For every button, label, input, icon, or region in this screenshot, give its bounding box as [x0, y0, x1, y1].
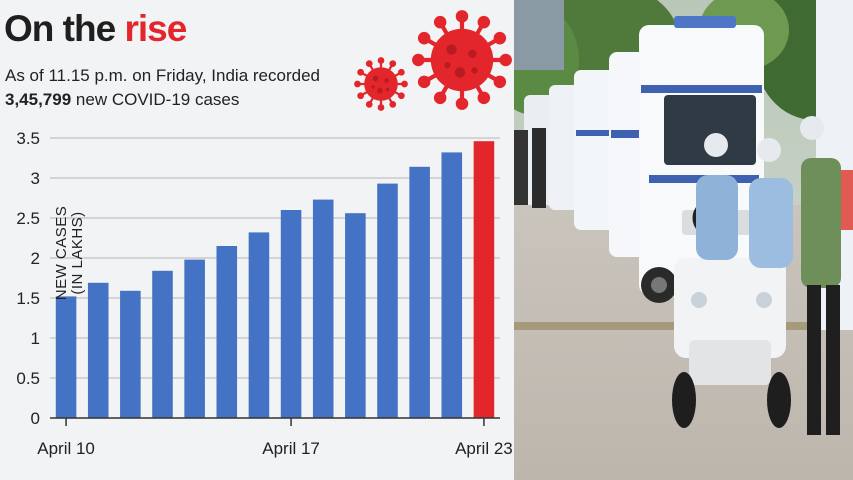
bar [55, 296, 77, 418]
bar [216, 246, 238, 418]
subtitle: As of 11.15 p.m. on Friday, India record… [5, 64, 365, 112]
bar [441, 152, 463, 418]
photo-ambulances [514, 0, 853, 480]
bar [184, 259, 205, 418]
y-axis-label: NEW CASES(IN LAKHS) [53, 206, 86, 301]
bar [248, 232, 270, 418]
y-tick-label: 2 [31, 249, 40, 268]
headline-part-1: On the [4, 8, 125, 49]
coronavirus-icon [354, 57, 408, 111]
headline-part-2: rise [124, 8, 187, 49]
x-tick-label: April 17 [262, 439, 320, 458]
x-tick-label: April 23 [455, 439, 513, 458]
infographic-panel: On the rise As of 11.15 p.m. on Friday, … [0, 0, 514, 480]
bar [120, 290, 141, 418]
bar [409, 166, 430, 418]
bar [377, 183, 398, 418]
x-tick-label: April 10 [37, 439, 95, 458]
bar-chart: 0 0.5 1 1.5 2 2.5 3 3.5 April 10 April 17 April 23… [16, 129, 513, 458]
y-tick-label: 1.5 [16, 289, 40, 308]
bar [345, 213, 366, 418]
bar [87, 282, 109, 418]
y-tick-label: 2.5 [16, 209, 40, 228]
bar [280, 210, 302, 418]
headline: On the rise [4, 8, 187, 49]
y-tick-label: 3 [31, 169, 40, 188]
subtitle-line-2: new COVID-19 cases [71, 90, 240, 109]
y-tick-label: 0 [31, 409, 40, 428]
y-tick-label: 1 [31, 329, 40, 348]
bar-highlight [473, 141, 495, 418]
y-tick-label: 3.5 [16, 129, 40, 148]
coronavirus-icon [412, 10, 512, 110]
ambulance-scene-image [514, 0, 853, 480]
bar [312, 199, 334, 418]
case-count: 3,45,799 [5, 90, 72, 109]
bar [152, 270, 173, 418]
subtitle-line-1: As of 11.15 p.m. on Friday, India record… [5, 66, 320, 85]
y-tick-label: 0.5 [16, 369, 40, 388]
